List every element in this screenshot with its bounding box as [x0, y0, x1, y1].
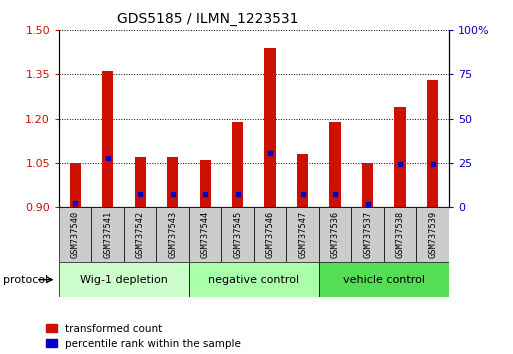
Bar: [329, 121, 341, 207]
Bar: [265, 48, 276, 207]
Bar: [351, 207, 384, 262]
Bar: [167, 157, 179, 207]
Bar: [394, 107, 406, 207]
Bar: [200, 160, 211, 207]
Text: GSM737538: GSM737538: [396, 211, 405, 258]
Bar: [189, 207, 222, 262]
Bar: [70, 163, 81, 207]
Text: negative control: negative control: [208, 275, 300, 285]
Bar: [156, 207, 189, 262]
Text: protocol: protocol: [3, 275, 48, 285]
Bar: [417, 207, 449, 262]
Text: GSM737542: GSM737542: [136, 211, 145, 258]
Text: GSM737546: GSM737546: [266, 211, 274, 258]
Bar: [297, 154, 308, 207]
Text: GSM737539: GSM737539: [428, 211, 437, 258]
Bar: [222, 207, 254, 262]
Bar: [254, 207, 286, 262]
Text: GDS5185 / ILMN_1223531: GDS5185 / ILMN_1223531: [117, 12, 299, 26]
Text: GSM737547: GSM737547: [298, 211, 307, 258]
Bar: [362, 163, 373, 207]
Bar: [319, 262, 449, 297]
Text: Wig-1 depletion: Wig-1 depletion: [80, 275, 168, 285]
Text: GSM737544: GSM737544: [201, 211, 210, 258]
Bar: [232, 121, 243, 207]
Bar: [286, 207, 319, 262]
Bar: [91, 207, 124, 262]
Bar: [59, 207, 91, 262]
Bar: [189, 262, 319, 297]
Text: GSM737543: GSM737543: [168, 211, 177, 258]
Text: vehicle control: vehicle control: [343, 275, 425, 285]
Bar: [134, 157, 146, 207]
Bar: [319, 207, 351, 262]
Bar: [102, 72, 113, 207]
Text: GSM737537: GSM737537: [363, 211, 372, 258]
Text: GSM737540: GSM737540: [71, 211, 80, 258]
Legend: transformed count, percentile rank within the sample: transformed count, percentile rank withi…: [46, 324, 241, 349]
Bar: [124, 207, 156, 262]
Text: GSM737536: GSM737536: [331, 211, 340, 258]
Bar: [427, 80, 438, 207]
Text: GSM737541: GSM737541: [103, 211, 112, 258]
Bar: [59, 262, 189, 297]
Bar: [384, 207, 417, 262]
Text: GSM737545: GSM737545: [233, 211, 242, 258]
